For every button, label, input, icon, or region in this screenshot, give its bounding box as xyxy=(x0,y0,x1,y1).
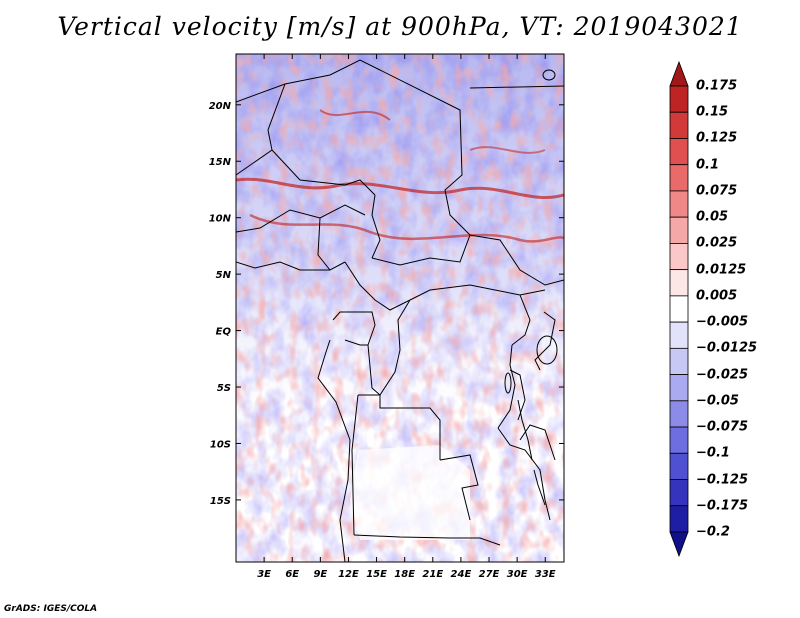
colorbar-level-label: −0.025 xyxy=(696,367,749,383)
lon-tick-label: 3E xyxy=(257,569,271,580)
colorbar-level-label: 0.075 xyxy=(696,183,738,199)
map-frame xyxy=(235,53,565,563)
lon-tick-label: 15E xyxy=(366,569,387,580)
lat-tick-label: 10N xyxy=(209,214,232,225)
colorbar-level-label: 0.0125 xyxy=(696,262,747,278)
lon-tick-label: 12E xyxy=(338,569,359,580)
lat-tick-label: 15S xyxy=(210,496,231,507)
map-plot-area xyxy=(236,54,564,562)
lat-tick-label: EQ xyxy=(216,327,232,338)
colorbar-level-label: 0.175 xyxy=(696,78,738,94)
colorbar-level-label: −0.0125 xyxy=(696,340,758,356)
colorbar xyxy=(669,60,689,558)
colorbar-bottom-arrow xyxy=(669,531,689,558)
lon-tick-label: 6E xyxy=(285,569,299,580)
country-borders xyxy=(236,59,564,562)
colorbar-level-label: −0.005 xyxy=(696,314,749,330)
colorbar-swatch xyxy=(669,452,689,480)
colorbar-swatch xyxy=(669,111,689,139)
lat-tick-label: 15N xyxy=(209,157,232,168)
colorbar-level-label: 0.025 xyxy=(696,235,738,251)
colorbar-swatch xyxy=(669,479,689,507)
colorbar-top-arrow xyxy=(669,60,689,87)
colorbar-swatch xyxy=(669,269,689,297)
colorbar-level-label: −0.1 xyxy=(696,445,730,461)
chart-title: Vertical velocity [m/s] at 900hPa, VT: 2… xyxy=(57,12,743,41)
colorbar-level-label: 0.05 xyxy=(696,209,729,225)
colorbar-level-label: −0.175 xyxy=(696,498,749,514)
lon-tick-label: 18E xyxy=(394,569,415,580)
colorbar-swatch xyxy=(669,164,689,192)
colorbar-swatch xyxy=(669,243,689,271)
lon-tick-label: 24E xyxy=(451,569,472,580)
colorbar-level-label: −0.125 xyxy=(696,472,749,488)
colorbar-level-label: −0.05 xyxy=(696,393,739,409)
colorbar-swatch xyxy=(669,295,689,323)
colorbar-swatch xyxy=(669,216,689,244)
colorbar-level-label: 0.15 xyxy=(696,104,729,120)
colorbar-swatch xyxy=(669,374,689,402)
lat-tick-label: 20N xyxy=(209,101,232,112)
grads-credit: GrADS: IGES/COLA xyxy=(4,604,98,614)
colorbar-level-label: 0.1 xyxy=(696,157,720,173)
lat-tick-label: 5N xyxy=(216,270,232,281)
colorbar-swatch xyxy=(669,347,689,375)
lakes xyxy=(504,69,558,506)
colorbar-level-label: 0.005 xyxy=(696,288,738,304)
colorbar-level-label: −0.075 xyxy=(696,419,749,435)
axis-ticks: 20N 15N 10N 5N EQ 5S 10S 15S 3E 6E 9E 12E 15E 18E 21E 2… xyxy=(209,54,564,580)
lon-tick-label: 21E xyxy=(422,569,443,580)
colorbar-swatch xyxy=(669,138,689,166)
colorbar-swatch xyxy=(669,426,689,454)
colorbar-swatch xyxy=(669,190,689,218)
lon-tick-label: 30E xyxy=(507,569,528,580)
lat-tick-label: 5S xyxy=(217,383,231,394)
colorbar-level-label: 0.125 xyxy=(696,130,738,146)
colorbar-swatch xyxy=(669,505,689,533)
lat-tick-label: 10S xyxy=(210,439,231,450)
lon-tick-label: 33E xyxy=(535,569,556,580)
colorbar-swatch xyxy=(669,85,689,113)
lon-tick-label: 9E xyxy=(313,569,327,580)
colorbar-swatch xyxy=(669,400,689,428)
lon-tick-label: 27E xyxy=(479,569,500,580)
colorbar-level-label: −0.2 xyxy=(696,524,730,540)
colorbar-swatch xyxy=(669,321,689,349)
